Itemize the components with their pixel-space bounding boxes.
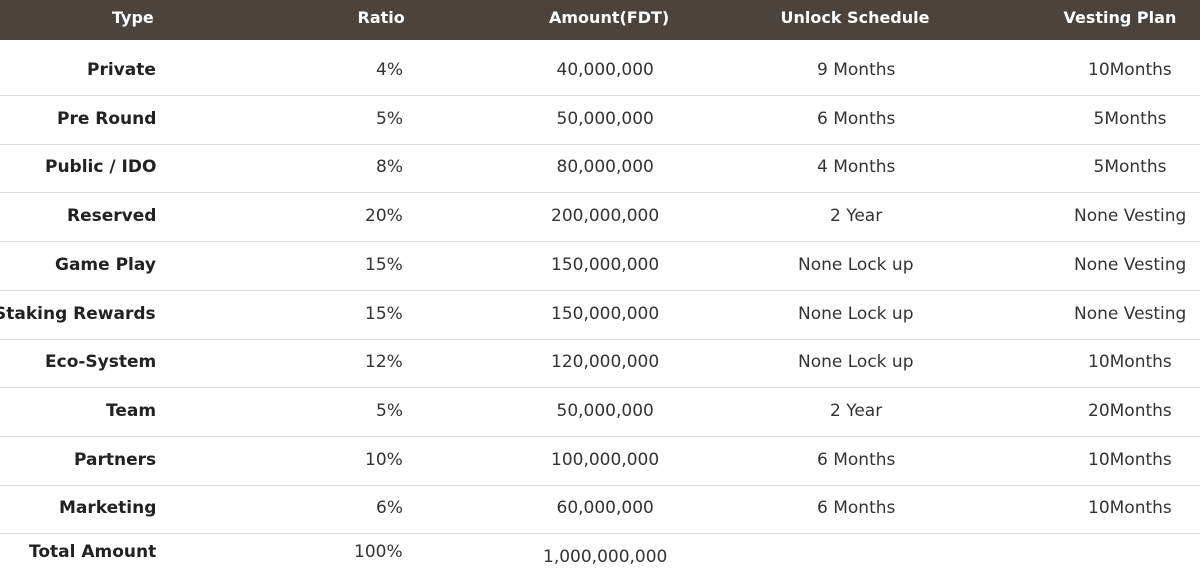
table-cell: None Lock up <box>798 303 914 324</box>
table-cell: 40,000,000 <box>556 60 654 80</box>
table-cell: 60,000,000 <box>556 498 654 519</box>
row-separator <box>0 192 1200 193</box>
table-cell: 6 Months <box>817 498 896 519</box>
table-cell: 100,000,000 <box>551 449 660 470</box>
table-cell: 120,000,000 <box>551 352 660 373</box>
table-cell: 4 Months <box>817 157 896 178</box>
row-separator <box>0 241 1200 242</box>
table-cell: 6 Months <box>817 449 896 470</box>
table-cell: 50,000,000 <box>556 400 654 421</box>
row-label: Team <box>106 400 157 421</box>
table-cell: 5% <box>376 400 403 421</box>
table-cell: 150,000,000 <box>551 254 660 275</box>
row-label: Partners <box>74 449 157 470</box>
total-label: Total Amount <box>29 542 157 562</box>
row-label: Public / IDO <box>45 157 157 178</box>
table-cell: 10Months <box>1088 498 1172 519</box>
table-cell: 6% <box>376 498 403 519</box>
table-cell: 4% <box>376 60 403 80</box>
table-cell: 9 Months <box>817 60 896 80</box>
row-separator <box>0 339 1200 340</box>
row-separator <box>0 533 1200 534</box>
table-cell: None Vesting <box>1074 303 1187 324</box>
row-label: Private <box>87 60 156 80</box>
table-cell: None Vesting <box>1074 254 1187 275</box>
table-cell: None Vesting <box>1074 206 1187 227</box>
total-cell: 1,000,000,000 <box>543 547 668 567</box>
row-label: Eco-System <box>45 352 157 373</box>
table-cell: 5Months <box>1093 157 1167 178</box>
table-cell: 10Months <box>1088 449 1172 470</box>
row-separator <box>0 144 1200 145</box>
table-cell: 15% <box>365 303 403 324</box>
header-bar <box>0 0 1200 40</box>
table-cell: 20Months <box>1088 400 1172 421</box>
row-separator <box>0 290 1200 291</box>
column-header: Amount(FDT) <box>549 8 670 27</box>
row-label: Marketing <box>59 498 157 519</box>
row-label: Game Play <box>55 254 156 275</box>
row-label: Pre Round <box>57 108 157 129</box>
row-label: Staking Rewards <box>0 303 156 324</box>
table-cell: 12% <box>365 352 403 373</box>
table-cell: 6 Months <box>817 108 896 129</box>
column-header: Vesting Plan <box>1063 8 1177 27</box>
column-header: Unlock Schedule <box>780 8 930 27</box>
row-separator <box>0 95 1200 96</box>
row-separator <box>0 485 1200 486</box>
table-cell: 20% <box>365 206 403 227</box>
total-cell: 100% <box>354 542 403 562</box>
table-cell: 50,000,000 <box>556 108 654 129</box>
table-cell: 5Months <box>1093 108 1167 129</box>
table-cell: 5% <box>376 108 403 129</box>
row-separator <box>0 436 1200 437</box>
table-cell: 150,000,000 <box>551 303 660 324</box>
column-header: Ratio <box>357 8 405 27</box>
column-header: Type <box>112 8 154 27</box>
table-cell: 10% <box>365 449 403 470</box>
table-cell: 200,000,000 <box>551 206 660 227</box>
table-cell: None Lock up <box>798 352 914 373</box>
table-cell: 8% <box>376 157 403 178</box>
table-cell: 10Months <box>1088 60 1172 80</box>
row-separator <box>0 387 1200 388</box>
table-cell: 2 Year <box>830 206 883 227</box>
table-cell: 15% <box>365 254 403 275</box>
table-cell: 10Months <box>1088 352 1172 373</box>
table-cell: 80,000,000 <box>556 157 654 178</box>
table-cell: None Lock up <box>798 254 914 275</box>
row-label: Reserved <box>67 206 157 227</box>
table-cell: 2 Year <box>830 400 883 421</box>
